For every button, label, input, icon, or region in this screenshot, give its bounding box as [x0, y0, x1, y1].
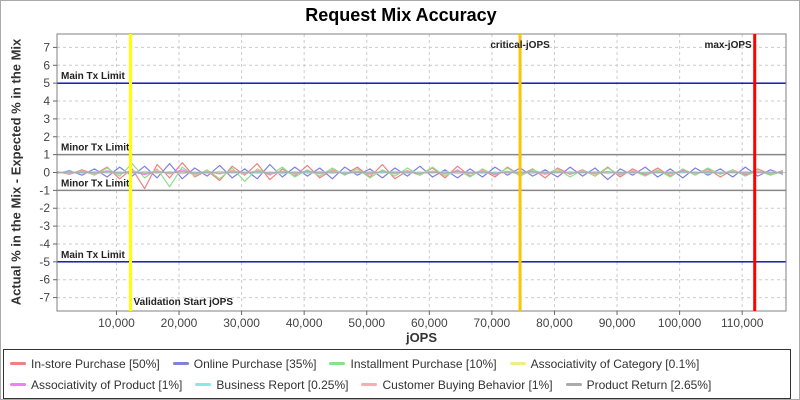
legend-swatch-icon — [565, 383, 582, 386]
x-tick-label: 100,000 — [658, 316, 702, 330]
x-tick-label: 80,000 — [536, 316, 573, 330]
y-tick-label: 1 — [43, 148, 50, 162]
legend-item: In-store Purchase [50%] — [10, 357, 160, 371]
legend-label: Product Return [2.65%] — [586, 377, 712, 392]
x-tick-label: 70,000 — [474, 316, 511, 330]
chart-title: Request Mix Accuracy — [305, 5, 497, 25]
legend-item: Online Purchase [35%] — [172, 356, 317, 371]
legend-swatch-icon — [509, 362, 526, 365]
y-tick-label: -4 — [39, 237, 50, 251]
legend-label: Customer Buying Behavior [1%] — [382, 377, 553, 392]
y-tick-label: -1 — [39, 183, 50, 197]
marker-line-label: critical-jOPS — [490, 40, 550, 51]
y-tick-label: 7 — [43, 40, 50, 54]
y-tick-label: 6 — [43, 58, 50, 72]
x-tick-label: 50,000 — [348, 316, 385, 330]
legend-swatch-icon — [195, 383, 212, 386]
legend-item: Business Report [0.25%] — [195, 378, 348, 392]
y-tick-label: 2 — [43, 130, 50, 144]
limit-line-label: Minor Tx Limit — [61, 178, 130, 189]
y-tick-label: 3 — [43, 112, 50, 126]
x-tick-label: 90,000 — [599, 316, 636, 330]
chart-legend: In-store Purchase [50%] Online Purchase [… — [3, 349, 791, 399]
legend-item: Customer Buying Behavior [1%] — [361, 377, 553, 392]
y-tick-label: 5 — [43, 76, 50, 90]
limit-line-label: Main Tx Limit — [61, 71, 126, 82]
legend-label: Business Report [0.25%] — [216, 377, 349, 392]
legend-swatch-icon — [361, 383, 378, 386]
legend-swatch-icon — [172, 362, 189, 365]
series-line — [57, 171, 783, 174]
y-tick-label: 4 — [43, 94, 50, 108]
x-axis-title: jOPS — [405, 330, 438, 345]
x-tick-label: 20,000 — [161, 316, 198, 330]
legend-label: Online Purchase [35%] — [193, 356, 317, 371]
x-tick-label: 40,000 — [286, 316, 323, 330]
legend-swatch-icon — [10, 362, 26, 365]
legend-item: Associativity of Product [1%] — [10, 378, 182, 392]
legend-label: In-store Purchase [50%] — [31, 356, 160, 371]
y-tick-label: -5 — [39, 255, 50, 269]
y-tick-label: -3 — [39, 219, 50, 233]
x-tick-label: 60,000 — [411, 316, 448, 330]
legend-swatch-icon — [329, 362, 346, 365]
legend-item: Product Return [2.65%] — [565, 377, 712, 392]
y-tick-label: -7 — [39, 291, 50, 305]
legend-item: Associativity of Category [0.1%] — [509, 356, 700, 371]
legend-item: Installment Purchase [10%] — [329, 356, 497, 371]
y-tick-label: -2 — [39, 201, 50, 215]
limit-line-label: Main Tx Limit — [61, 250, 126, 261]
x-tick-label: 30,000 — [223, 316, 260, 330]
marker-line-label: max-jOPS — [704, 40, 752, 51]
legend-label: Installment Purchase [10%] — [350, 356, 497, 371]
legend-row-2: Associativity of Product [1%] Business Re… — [10, 374, 784, 395]
legend-row-1: In-store Purchase [50%] Online Purchase [… — [10, 353, 784, 374]
limit-line-label: Minor Tx Limit — [61, 143, 130, 154]
y-tick-label: -6 — [39, 273, 50, 287]
legend-swatch-icon — [10, 383, 26, 386]
x-tick-label: 10,000 — [98, 316, 135, 330]
legend-label: Associativity of Category [0.1%] — [530, 356, 700, 371]
y-tick-label: 0 — [43, 166, 50, 180]
plot-area: Main Tx Limit Minor Tx Limit Minor Tx Limi… — [39, 33, 787, 330]
legend-label: Associativity of Product [1%] — [31, 377, 183, 392]
marker-line-label: Validation Start jOPS — [134, 297, 234, 308]
x-tick-label: 110,000 — [721, 316, 764, 330]
